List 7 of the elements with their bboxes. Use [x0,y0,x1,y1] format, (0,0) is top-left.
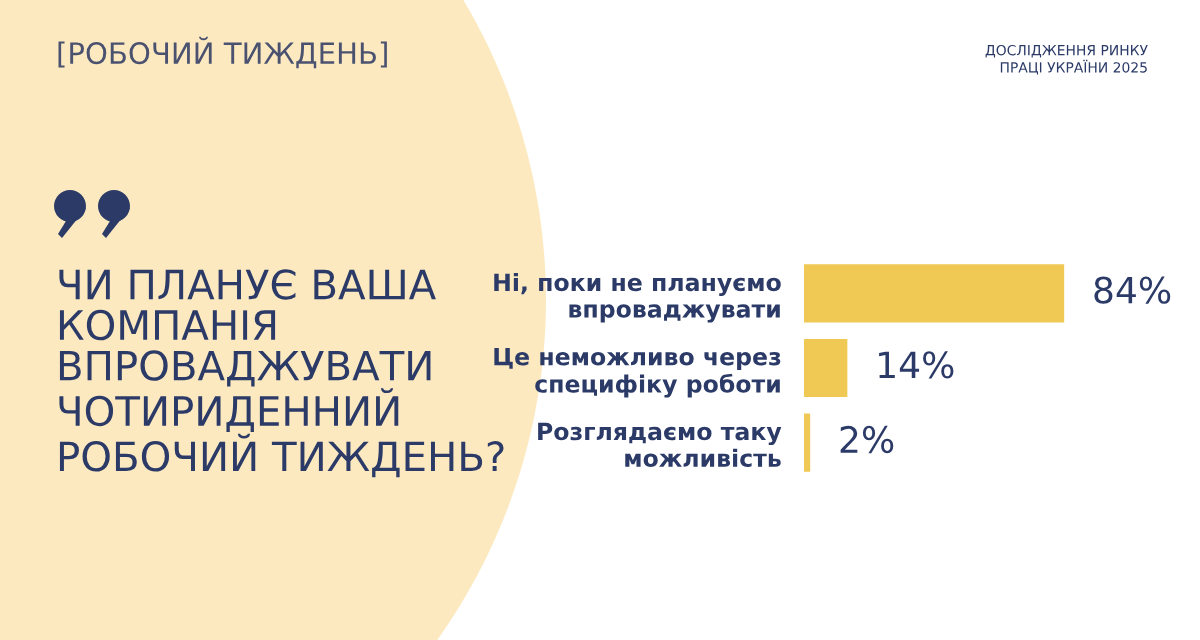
text: [РОБОЧИЙ ТИЖДЕНЬ] [58,36,387,69]
data-label: 84% [1094,276,1171,304]
data-label: 14% [879,351,954,379]
data-label: 2% [840,425,894,454]
y-tick-label: Це неможливо через специфіку роботи [494,347,781,398]
y-tick-label: Ні, поки не плануємо впроваджувати [494,272,781,323]
y-tick-label: Розглядаємо таку можливість [538,422,782,467]
